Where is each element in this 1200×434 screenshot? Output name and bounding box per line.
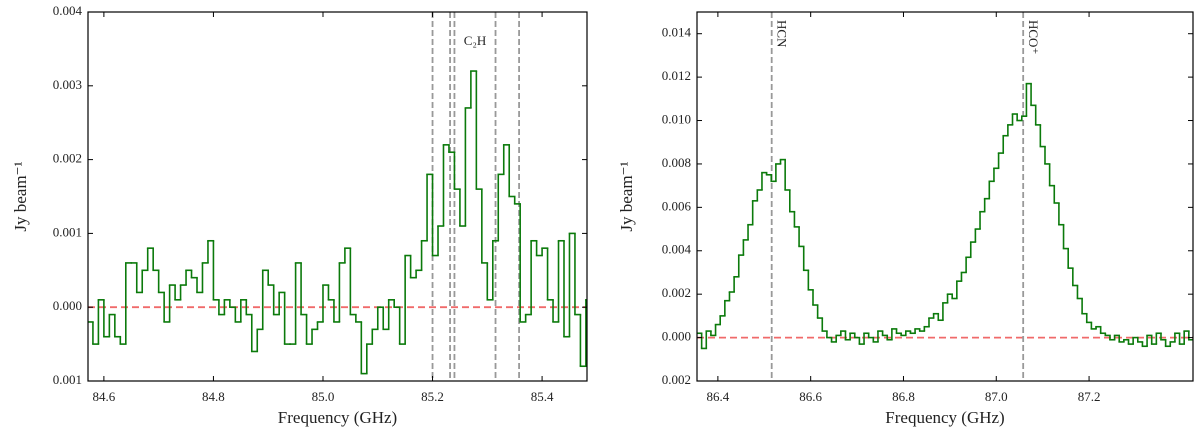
y-axis-label: Jy beam⁻¹ [617,161,636,231]
y-tick-label: 0.002 [662,285,691,300]
annotation: C₂H [464,33,487,48]
y-tick-label: 0.010 [662,112,691,127]
x-tick-label: 87.0 [985,389,1008,404]
y-tick-label: 0.000 [662,329,691,344]
marker-label: HCN [775,20,790,48]
x-tick-label: 86.8 [892,389,915,404]
y-tick-label: 0.001 [53,224,82,239]
y-tick-label: 0.002 [662,372,691,387]
y-tick-label: 0.008 [662,155,691,170]
axes-frame [87,11,588,382]
y-tick-label: 0.002 [53,151,82,166]
marker-label: HCO⁺ [1026,20,1041,54]
axes-frame [696,11,1194,382]
y-tick-label: 0.006 [662,198,692,213]
x-tick-label: 84.8 [202,389,225,404]
x-tick-label: 86.6 [799,389,822,404]
x-axis-label: Frequency (GHz) [885,408,1004,427]
y-axis-label: Jy beam⁻¹ [11,161,30,231]
y-tick-label: 0.014 [662,25,692,40]
y-tick-label: 0.012 [662,68,691,83]
x-tick-label: 85.0 [312,389,335,404]
y-tick-label: 0.004 [662,242,692,257]
y-tick-label: 0.004 [53,3,83,18]
x-tick-label: 85.4 [531,389,554,404]
y-tick-label: 0.003 [53,77,82,92]
plot-area [697,12,1193,381]
x-tick-label: 84.6 [93,389,116,404]
x-tick-label: 86.4 [707,389,730,404]
x-axis-label: Frequency (GHz) [278,408,397,427]
y-tick-label: 0.000 [53,298,82,313]
x-tick-label: 87.2 [1078,389,1101,404]
x-tick-label: 85.2 [421,389,444,404]
plot-area [88,12,587,381]
y-tick-label: 0.001 [53,372,82,387]
